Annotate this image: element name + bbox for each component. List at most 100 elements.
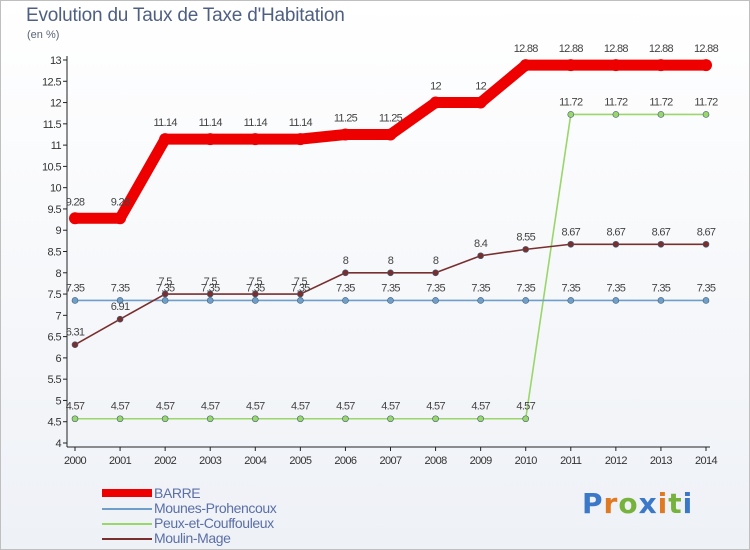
data-labels: 9.28 9.28 11.14 11.14 11.14 11.14 11.25 11.25 12… bbox=[66, 43, 720, 413]
data-point-mounes-prohencoux bbox=[612, 297, 620, 304]
y-tick-label: 12 bbox=[50, 98, 62, 110]
legend-swatch-barre bbox=[102, 489, 152, 497]
data-point-peux-et-couffouleux bbox=[432, 415, 439, 423]
y-tick-label: 8 bbox=[55, 268, 61, 280]
data-point-peux-et-couffouleux bbox=[522, 415, 530, 423]
y-tick-label: 4.5 bbox=[48, 417, 62, 429]
data-label-barre: 11.14 bbox=[289, 117, 313, 129]
data-label-barre: 12.88 bbox=[514, 43, 539, 55]
x-tick-label: 2000 bbox=[64, 455, 87, 467]
data-point-moulin-mage bbox=[71, 341, 79, 348]
y-tick-label: 12.5 bbox=[42, 76, 61, 88]
legend-label-peux-et-couffouleux: Peux-et-Couffouleux bbox=[154, 515, 274, 531]
data-point-barre bbox=[429, 96, 442, 109]
data-label-barre: 9.28 bbox=[111, 196, 130, 208]
data-label-peux-et-couffouleux: 11.72 bbox=[559, 96, 583, 108]
data-label-peux-et-couffouleux: 11.72 bbox=[604, 96, 628, 108]
data-point-mounes-prohencoux bbox=[116, 297, 124, 304]
data-label-peux-et-couffouleux: 4.57 bbox=[336, 401, 355, 413]
data-point-peux-et-couffouleux bbox=[387, 415, 394, 423]
data-label-moulin-mage: 8.67 bbox=[607, 226, 626, 238]
data-point-mounes-prohencoux bbox=[71, 297, 79, 304]
data-label-mounes-prohencoux: 7.35 bbox=[336, 282, 355, 294]
data-label-moulin-mage: 8 bbox=[343, 255, 349, 267]
logo-letter: x bbox=[638, 487, 658, 520]
data-point-barre bbox=[384, 128, 397, 141]
data-point-moulin-mage bbox=[161, 290, 169, 298]
data-point-barre bbox=[69, 212, 81, 225]
data-point-mounes-prohencoux bbox=[702, 297, 710, 304]
data-label-barre: 11.14 bbox=[244, 117, 268, 129]
data-point-peux-et-couffouleux bbox=[567, 111, 575, 118]
data-point-mounes-prohencoux bbox=[477, 297, 484, 304]
data-label-mounes-prohencoux: 7.35 bbox=[426, 282, 445, 294]
logo-letter: o bbox=[618, 487, 639, 520]
data-label-peux-et-couffouleux: 4.57 bbox=[111, 401, 130, 413]
legend-item-barre: BARRE bbox=[102, 485, 362, 501]
data-point-peux-et-couffouleux bbox=[342, 415, 349, 423]
data-label-moulin-mage: 7.5 bbox=[249, 276, 263, 288]
y-tick-label: 10.5 bbox=[42, 161, 61, 173]
legend-swatch-moulin-mage bbox=[102, 538, 152, 540]
data-label-moulin-mage: 8.4 bbox=[474, 238, 488, 250]
data-point-moulin-mage bbox=[522, 246, 530, 253]
data-point-mounes-prohencoux bbox=[342, 297, 349, 304]
data-label-mounes-prohencoux: 7.35 bbox=[471, 282, 490, 294]
data-label-barre: 12.88 bbox=[559, 43, 584, 55]
data-label-barre: 12.88 bbox=[694, 43, 719, 55]
data-label-barre: 11.25 bbox=[334, 112, 358, 124]
data-point-peux-et-couffouleux bbox=[71, 415, 79, 423]
y-tick-label: 8.5 bbox=[48, 247, 62, 259]
data-label-peux-et-couffouleux: 4.57 bbox=[381, 401, 400, 413]
x-tick-label: 2012 bbox=[605, 455, 628, 467]
data-label-peux-et-couffouleux: 11.72 bbox=[649, 96, 673, 108]
y-tick-label: 11 bbox=[51, 140, 62, 152]
logo-letter: i bbox=[682, 487, 694, 520]
data-point-moulin-mage bbox=[567, 240, 575, 248]
data-label-mounes-prohencoux: 7.35 bbox=[291, 282, 310, 294]
data-label-peux-et-couffouleux: 11.72 bbox=[694, 96, 718, 108]
data-point-peux-et-couffouleux bbox=[161, 415, 169, 423]
x-tick-label: 2007 bbox=[379, 455, 402, 467]
data-label-mounes-prohencoux: 7.35 bbox=[201, 282, 220, 294]
data-label-mounes-prohencoux: 7.35 bbox=[246, 282, 265, 294]
data-point-barre bbox=[159, 133, 172, 146]
data-label-barre: 12 bbox=[475, 81, 486, 93]
data-label-mounes-prohencoux: 7.35 bbox=[156, 282, 175, 294]
x-tick-label: 2008 bbox=[425, 455, 448, 467]
data-point-mounes-prohencoux bbox=[206, 297, 214, 304]
y-tick-label: 4 bbox=[55, 438, 61, 450]
data-label-peux-et-couffouleux: 4.57 bbox=[66, 401, 85, 413]
data-label-mounes-prohencoux: 7.35 bbox=[66, 282, 85, 294]
legend-swatch-peux-et-couffouleux bbox=[102, 523, 152, 525]
legend: BARRE Mounes-Prohencoux Peux-et-Couffoul… bbox=[102, 485, 362, 546]
x-tick-label: 2001 bbox=[109, 455, 132, 467]
data-label-moulin-mage: 7.5 bbox=[294, 276, 308, 288]
data-label-peux-et-couffouleux: 4.57 bbox=[426, 401, 445, 413]
data-point-peux-et-couffouleux bbox=[477, 415, 484, 423]
data-point-moulin-mage bbox=[702, 240, 710, 248]
data-label-mounes-prohencoux: 7.35 bbox=[652, 282, 671, 294]
data-point-peux-et-couffouleux bbox=[657, 111, 665, 118]
y-tick-label: 5 bbox=[55, 395, 61, 407]
data-label-mounes-prohencoux: 7.35 bbox=[607, 282, 626, 294]
data-label-barre: 11.25 bbox=[379, 112, 403, 124]
y-tick-label: 6.5 bbox=[48, 332, 62, 344]
data-point-mounes-prohencoux bbox=[567, 297, 575, 304]
data-point-moulin-mage bbox=[342, 269, 349, 277]
data-label-barre: 12.88 bbox=[649, 43, 674, 55]
data-point-barre bbox=[294, 133, 307, 146]
legend-swatch-mounes-prohencoux bbox=[102, 508, 152, 510]
legend-item-mounes-prohencoux: Mounes-Prohencoux bbox=[102, 500, 362, 516]
data-point-moulin-mage bbox=[251, 290, 259, 298]
logo-letter: r bbox=[603, 487, 619, 520]
data-label-barre: 11.14 bbox=[199, 117, 223, 129]
data-label-moulin-mage: 8 bbox=[388, 255, 394, 267]
series-lines bbox=[69, 59, 712, 423]
x-tick-label: 2014 bbox=[695, 455, 718, 467]
data-point-peux-et-couffouleux bbox=[297, 415, 304, 423]
x-tick-label: 2013 bbox=[650, 455, 673, 467]
data-label-moulin-mage: 8.67 bbox=[697, 226, 716, 238]
data-point-mounes-prohencoux bbox=[657, 297, 665, 304]
